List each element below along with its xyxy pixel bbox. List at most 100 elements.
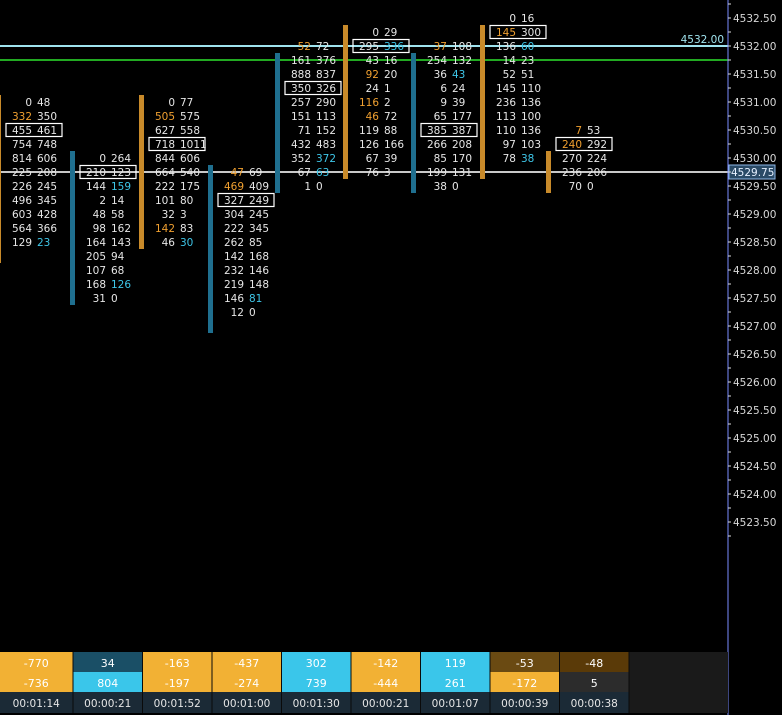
bid-volume: 37 — [434, 41, 447, 53]
bar-range-strip — [70, 151, 75, 305]
bid-volume: 43 — [366, 55, 379, 67]
cum-delta-value: -274 — [234, 677, 259, 690]
bid-volume: 38 — [434, 181, 447, 193]
ask-volume: 387 — [452, 125, 472, 137]
poc-box — [555, 136, 613, 152]
price-tick-label: 4525.50 — [733, 405, 776, 417]
duration-cell — [212, 692, 281, 713]
footprint-bar[interactable]: 37 108 254 132 36 43 6 24 9 39 65 177 385 387 266 208 85… — [411, 41, 478, 193]
footer-empty-area — [629, 652, 728, 713]
bar-range-strip — [0, 95, 1, 263]
bid-volume: 52 — [298, 41, 311, 53]
footprint-bar[interactable]: 0 264 210 123 144 159 2 14 48 58 98 162 164 143 205 94 1… — [70, 151, 137, 305]
bid-volume: 232 — [224, 265, 244, 277]
ask-volume: 108 — [452, 41, 472, 53]
delta-value: -48 — [585, 657, 603, 670]
price-axis[interactable]: 4532.50 4532.00 4531.50 4531.00 4530.50 4530.… — [727, 0, 776, 715]
ask-volume: 345 — [37, 195, 57, 207]
ask-volume: 175 — [180, 181, 200, 193]
bid-volume: 754 — [12, 139, 32, 151]
price-tick-label: 4532.50 — [733, 13, 776, 25]
bid-volume: 136 — [496, 41, 516, 53]
ask-volume: 372 — [316, 153, 336, 165]
ask-volume: 23 — [521, 55, 534, 67]
delta-cell — [73, 652, 142, 672]
bid-volume: 295 — [359, 41, 379, 53]
bid-volume: 36 — [434, 69, 448, 81]
ask-volume: 94 — [111, 251, 125, 263]
bid-volume: 266 — [427, 139, 447, 151]
bid-volume: 110 — [496, 125, 516, 137]
ask-volume: 58 — [111, 209, 124, 221]
bid-volume: 210 — [86, 167, 106, 179]
ask-volume: 136 — [521, 125, 541, 137]
bid-volume: 92 — [366, 69, 379, 81]
bid-volume: 564 — [12, 223, 32, 235]
ask-volume: 461 — [37, 125, 57, 137]
footprint-bar[interactable]: 0 29 295 336 43 16 92 20 24 1 116 2 46 72 119 88 126 166 6… — [343, 25, 410, 179]
footprint-bar[interactable]: 0 48 332 350 455 461 754 748 814 606 225 208 226 245 4… — [0, 95, 63, 263]
ask-volume: 0 — [587, 181, 594, 193]
delta-value: -53 — [516, 657, 534, 670]
bar-range-strip — [139, 95, 144, 249]
footprint-bar[interactable]: 52 72 161 376 888 837 350 326 257 290 151 113 71 152 4… — [275, 41, 342, 193]
bid-volume: 146 — [224, 293, 244, 305]
ask-volume: 20 — [384, 69, 397, 81]
ask-volume: 1 — [384, 83, 391, 95]
ask-volume: 69 — [249, 167, 262, 179]
bid-volume: 67 — [366, 153, 379, 165]
bid-volume: 0 — [509, 13, 516, 25]
price-tick-label: 4526.00 — [733, 377, 776, 389]
footprint-bar[interactable]: 7 53 240 292 270 224 236 206 70 0 — [546, 125, 613, 193]
ask-volume: 14 — [111, 195, 125, 207]
bid-volume: 718 — [155, 139, 175, 151]
footprint-bar[interactable]: 0 77 505 575 627 558 718 1011 844 606 664 540 222 175… — [139, 95, 207, 249]
bid-volume: 168 — [86, 279, 106, 291]
bar-range-strip — [411, 53, 416, 193]
ask-volume: 39 — [452, 97, 465, 109]
cum-delta-cell — [212, 672, 281, 692]
bid-volume: 1 — [304, 181, 311, 193]
ask-volume: 88 — [384, 125, 397, 137]
bid-volume: 455 — [12, 125, 32, 137]
delta-value: 302 — [306, 657, 327, 670]
bid-volume: 352 — [291, 153, 311, 165]
price-tick-label: 4523.50 — [733, 517, 776, 529]
duration-cell — [143, 692, 212, 713]
price-tick-label: 4526.50 — [733, 349, 776, 361]
footprint-bar[interactable]: 0 16 145 300 136 60 14 23 52 51 145 110 236 136 113 100… — [480, 13, 547, 179]
bid-volume: 225 — [12, 167, 32, 179]
ask-volume: 558 — [180, 125, 200, 137]
cum-delta-cell — [490, 672, 559, 692]
ask-volume: 336 — [384, 41, 404, 53]
ask-volume: 132 — [452, 55, 472, 67]
cum-delta-cell — [351, 672, 420, 692]
ask-volume: 152 — [316, 125, 336, 137]
bid-volume: 142 — [224, 251, 244, 263]
bid-volume: 505 — [155, 111, 175, 123]
duration-value: 00:00:39 — [501, 698, 548, 710]
bid-volume: 304 — [224, 209, 244, 221]
bid-volume: 0 — [99, 153, 106, 165]
ask-volume: 245 — [249, 209, 269, 221]
price-tick-label: 4528.50 — [733, 237, 776, 249]
ask-volume: 483 — [316, 139, 336, 151]
ask-volume: 409 — [249, 181, 269, 193]
duration-cell — [490, 692, 559, 713]
bid-volume: 0 — [372, 27, 379, 39]
ask-volume: 38 — [521, 153, 534, 165]
price-tick-label: 4530.00 — [733, 153, 776, 165]
bid-volume: 70 — [569, 181, 582, 193]
ask-volume: 292 — [587, 139, 607, 151]
bid-volume: 97 — [503, 139, 516, 151]
ask-volume: 30 — [180, 237, 193, 249]
bid-volume: 240 — [562, 139, 582, 151]
bid-volume: 65 — [434, 111, 447, 123]
cum-delta-cell — [143, 672, 212, 692]
bid-volume: 145 — [496, 27, 516, 39]
footprint-bar[interactable]: 47 69 469 409 327 249 304 245 222 345 262 85 142 168 2… — [208, 165, 275, 333]
bid-volume: 844 — [155, 153, 175, 165]
price-tick-label: 4528.00 — [733, 265, 776, 277]
bid-volume: 101 — [155, 195, 175, 207]
